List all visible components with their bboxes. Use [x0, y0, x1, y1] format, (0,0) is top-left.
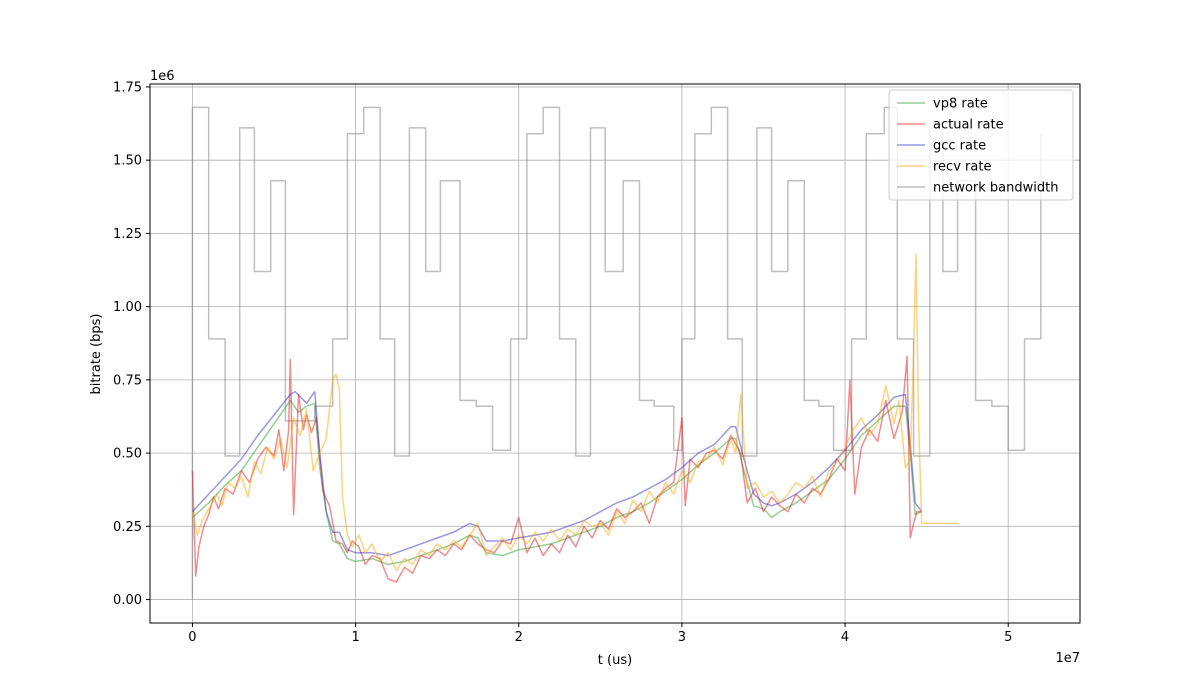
y-tick-label: 1.50 [113, 154, 142, 169]
x-axis-label: t (us) [598, 653, 632, 668]
legend-label: actual rate [933, 118, 1004, 133]
grid [150, 84, 1080, 623]
x-tick-label: 4 [841, 630, 849, 645]
legend-label: vp8 rate [933, 97, 988, 112]
legend-box [888, 89, 1074, 201]
x-tick-label: 1 [351, 630, 359, 645]
y-tick-label: 0.25 [113, 520, 142, 535]
legend-label: network bandwidth [933, 181, 1058, 196]
x-multiplier: 1e7 [1055, 651, 1080, 666]
series-line-actual-rate [191, 355, 922, 583]
y-axis-label: bitrate (bps) [89, 314, 104, 395]
y-tick-label: 0.00 [113, 593, 142, 608]
series-line-recv-rate [191, 253, 960, 572]
legend-label: recv rate [933, 160, 991, 175]
series-line-gcc-rate [191, 390, 923, 557]
series-line-network-bandwidth [191, 106, 1042, 600]
y-tick-label: 1.25 [113, 227, 142, 242]
y-tick-label: 0.50 [113, 447, 142, 462]
x-tick-label: 3 [678, 630, 686, 645]
x-tick-label: 0 [188, 630, 196, 645]
plot-frame [149, 83, 1081, 624]
x-tick-label: 5 [1004, 630, 1012, 645]
series-layer [191, 106, 1042, 600]
y-tick-label: 1.75 [113, 80, 142, 95]
y-tick-label: 1.00 [113, 300, 142, 315]
legend: vp8 rate actual rate gcc rate recv rate netw… [888, 89, 1074, 201]
y-tick-label: 0.75 [113, 373, 142, 388]
y-multiplier: 1e6 [150, 69, 175, 84]
x-tick-label: 2 [515, 630, 523, 645]
ticks: 0 1 2 3 4 5 0.00 0.25 0.50 0.75 1.00 1.25 1.50 1.75 [113, 80, 1012, 645]
legend-label: gcc rate [933, 139, 986, 154]
